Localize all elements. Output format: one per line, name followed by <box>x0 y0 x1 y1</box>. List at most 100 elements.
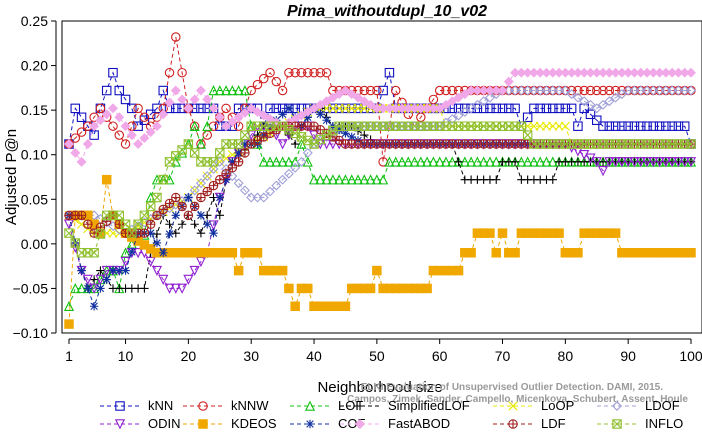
point-fastabod <box>321 96 332 107</box>
point-loop <box>560 121 570 131</box>
point-fastabod <box>89 121 100 132</box>
point-cof <box>89 302 99 311</box>
x-tick-label: 50 <box>369 348 385 364</box>
legend-marker-lof <box>304 400 316 411</box>
point-fastabod <box>145 127 156 138</box>
point-kdeos <box>290 301 300 312</box>
point-lof <box>384 156 395 167</box>
point-knnw <box>598 85 608 96</box>
point-knnw <box>604 85 615 96</box>
point-ldof <box>271 180 282 191</box>
point-cof <box>316 110 325 119</box>
point-lof <box>371 174 382 185</box>
point-fastabod <box>315 99 326 110</box>
point-knn <box>541 103 552 114</box>
point-inflo <box>315 134 326 145</box>
point-odin <box>635 157 646 168</box>
point-knn <box>504 103 514 114</box>
point-ldof <box>591 103 602 114</box>
point-kdeos <box>284 283 294 294</box>
point-lof <box>390 156 401 167</box>
point-odin <box>673 157 684 168</box>
point-knnw <box>164 67 175 78</box>
point-simplifiedlof <box>89 275 99 284</box>
point-simplifiedlof <box>492 175 501 184</box>
point-knn <box>592 115 602 125</box>
point-fastabod <box>221 121 232 132</box>
point-knn <box>139 115 150 125</box>
legend-item-ldf: LDF <box>493 416 566 431</box>
point-knnw <box>566 85 577 96</box>
point-knnw <box>95 103 106 114</box>
point-cof <box>215 193 224 202</box>
point-knnw <box>321 67 332 78</box>
point-knn <box>114 85 125 96</box>
point-knnw <box>265 67 275 78</box>
point-lof <box>535 156 546 167</box>
point-odin <box>120 256 131 268</box>
point-ldof <box>158 206 169 217</box>
point-cof <box>278 110 287 119</box>
point-odin <box>679 157 690 168</box>
y-tick-label: −0.10 <box>13 325 49 341</box>
point-fastabod <box>447 96 458 107</box>
point-inflo <box>145 201 156 212</box>
point-fastabod <box>453 92 464 103</box>
point-fastabod <box>101 109 112 120</box>
point-kdeos <box>610 228 621 238</box>
point-knn <box>328 103 338 114</box>
point-simplifiedlof <box>548 175 557 184</box>
point-cof <box>322 116 331 125</box>
point-odin <box>654 157 665 168</box>
point-knnw <box>441 85 451 96</box>
legend-marker-knnw <box>198 401 208 411</box>
point-knn <box>145 109 156 120</box>
point-fastabod <box>170 85 181 96</box>
point-inflo <box>89 248 99 258</box>
point-lof <box>233 85 244 96</box>
y-tick-label: 0.05 <box>21 191 48 207</box>
point-ldof <box>277 174 288 185</box>
point-knn <box>491 103 501 114</box>
point-fastabod <box>64 139 74 149</box>
point-knnw <box>133 103 143 114</box>
series-line-cof <box>68 107 691 308</box>
point-kdeos <box>497 228 508 238</box>
point-odin <box>597 166 609 177</box>
point-lof <box>283 156 294 167</box>
point-odin <box>208 220 219 231</box>
point-lof <box>403 156 414 167</box>
point-knn <box>378 85 388 96</box>
point-lof <box>472 156 483 167</box>
point-odin <box>183 274 194 285</box>
series-simplifiedlof <box>64 104 696 293</box>
point-fastabod <box>365 99 376 110</box>
point-fastabod <box>302 106 313 117</box>
point-lof <box>440 156 452 167</box>
y-tick-label: 0.25 <box>21 13 48 29</box>
point-knnw <box>114 130 125 140</box>
point-inflo <box>95 229 106 239</box>
x-tick-label: 80 <box>558 348 574 364</box>
y-tick-label: 0.15 <box>21 102 48 118</box>
point-knn <box>585 109 596 120</box>
point-lof <box>466 156 477 167</box>
point-knn <box>101 85 112 96</box>
x-axis: 1 10 20 30 40 50 60 70 80 90 100 <box>65 338 702 364</box>
point-fastabod <box>353 92 363 103</box>
point-knn <box>642 121 652 131</box>
point-knnw <box>365 85 376 96</box>
point-fastabod <box>440 99 451 110</box>
point-knnw <box>302 67 313 78</box>
point-ldof <box>290 162 301 173</box>
legend-marker-kdeos <box>198 419 208 429</box>
point-lof <box>541 156 552 167</box>
point-fastabod <box>208 103 219 114</box>
legend-marker-fastabod <box>355 419 365 429</box>
point-inflo <box>152 192 162 203</box>
point-inflo <box>158 174 168 185</box>
point-lof <box>327 174 338 185</box>
point-odin <box>623 157 634 168</box>
point-fastabod <box>76 156 87 167</box>
point-simplifiedlof <box>196 228 206 238</box>
